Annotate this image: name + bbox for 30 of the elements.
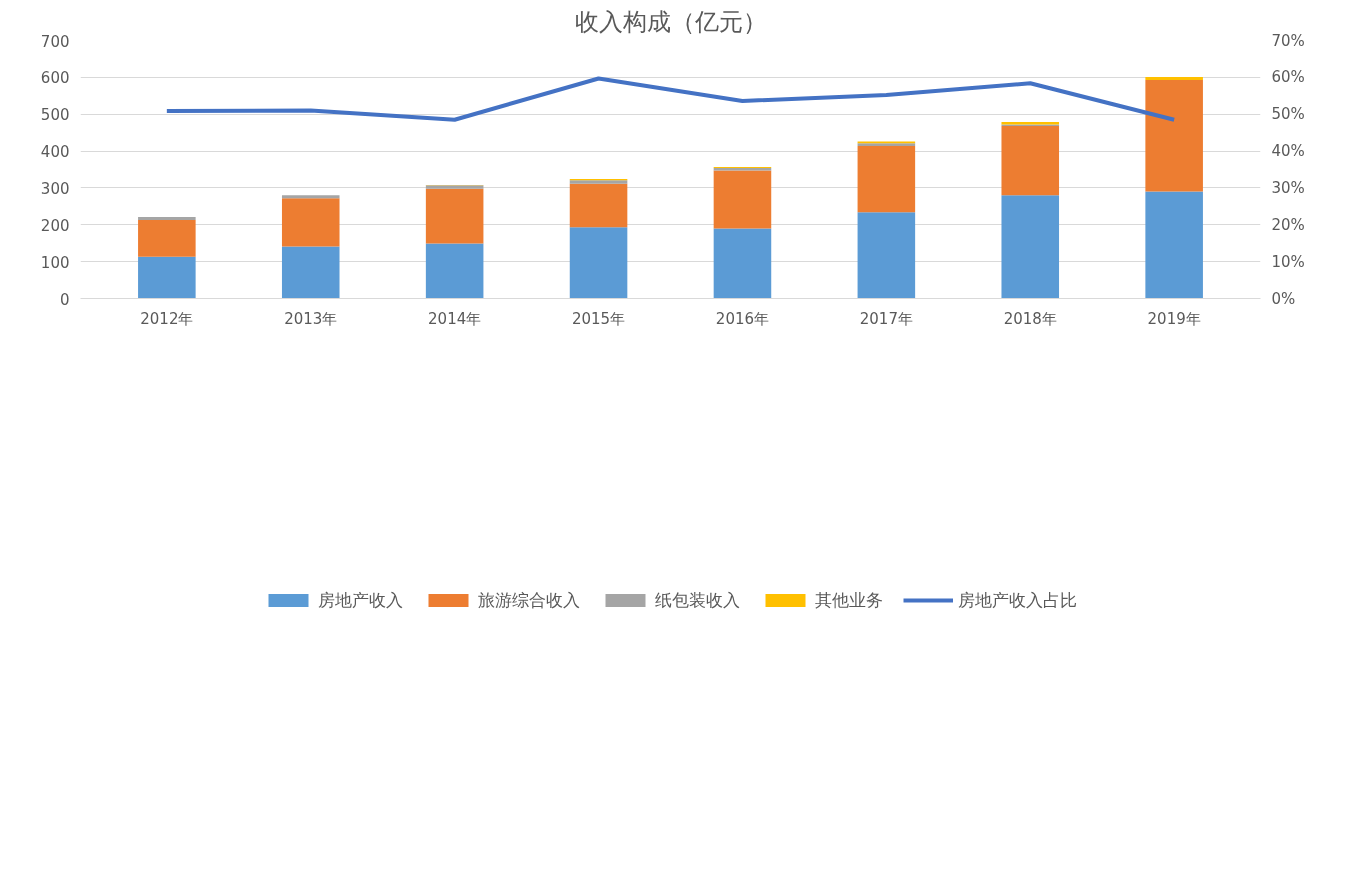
x-tick-label: 2016年 xyxy=(715,309,770,328)
y-tick-label: 600 xyxy=(40,69,70,88)
y2-tick-label: 70% xyxy=(1271,31,1305,50)
y2-tick-label: 60% xyxy=(1271,68,1305,87)
y2-tick-label: 20% xyxy=(1271,215,1305,234)
chart-title: 收入构成（亿元） xyxy=(574,7,767,36)
x-tick-label: 2014年 xyxy=(428,309,482,328)
legend-label: 其他业务 xyxy=(815,588,883,612)
y-tick-label: 500 xyxy=(40,106,70,125)
legend-label: 房地产收入占比 xyxy=(958,588,1077,612)
y2-tick-label: 0% xyxy=(1271,289,1296,308)
y2-tick-label: 30% xyxy=(1271,178,1305,197)
y-tick-label: 400 xyxy=(40,143,70,162)
y-tick-label: 300 xyxy=(40,179,70,198)
y2-tick-label: 50% xyxy=(1271,105,1305,124)
y-tick-label: 0 xyxy=(59,290,70,309)
legend-label: 房地产收入 xyxy=(318,588,403,612)
x-tick-label: 2017年 xyxy=(859,309,913,328)
y2-tick-label: 10% xyxy=(1271,252,1305,271)
x-tick-label: 2013年 xyxy=(284,309,338,328)
legend-label: 旅游综合收入 xyxy=(478,588,580,612)
x-tick-label: 2018年 xyxy=(1003,309,1057,328)
x-tick-label: 2012年 xyxy=(140,309,194,328)
y2-tick-label: 40% xyxy=(1271,142,1305,161)
y-tick-label: 100 xyxy=(40,253,70,272)
legend-label: 纸包装收入 xyxy=(655,588,740,612)
y-tick-label: 700 xyxy=(40,32,70,51)
x-tick-label: 2019年 xyxy=(1147,309,1201,328)
y-tick-label: 200 xyxy=(40,216,70,235)
x-tick-label: 2015年 xyxy=(571,309,626,328)
